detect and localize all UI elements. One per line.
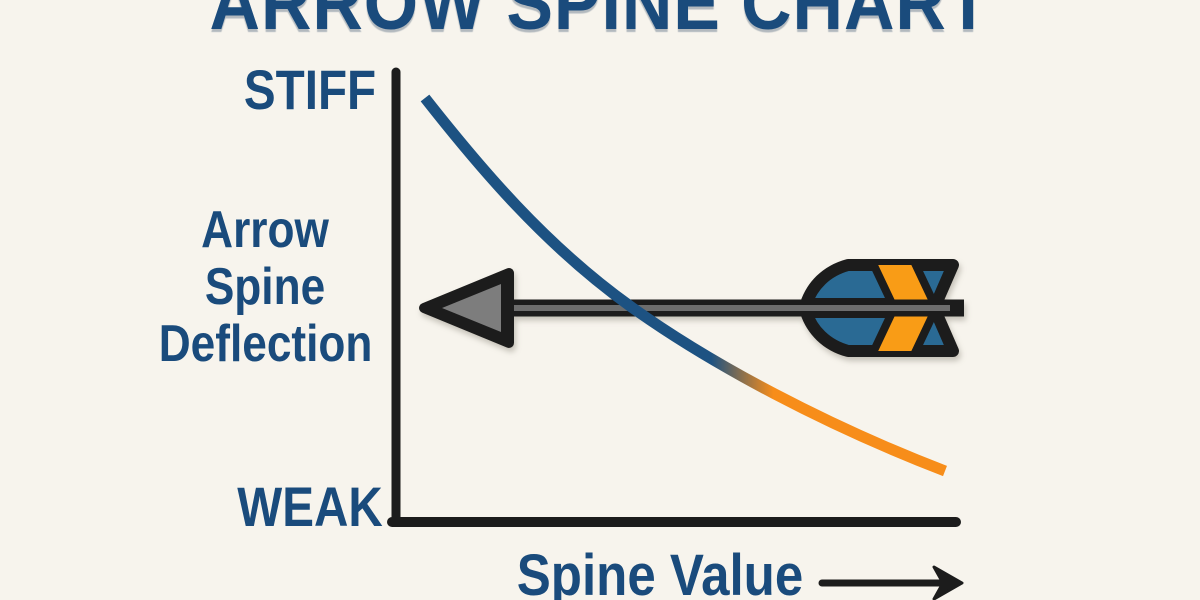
page-title: ARROW SPINE CHART xyxy=(209,0,991,46)
y-axis-title-line-3: Deflection xyxy=(158,315,373,373)
y-axis-bottom-label: WEAK xyxy=(237,475,383,538)
y-axis-title-line-1: Arrow xyxy=(201,201,329,259)
arrowhead-icon xyxy=(419,268,514,348)
spine-curve xyxy=(420,94,947,477)
x-axis-label: Spine Value xyxy=(516,543,804,600)
y-axis-title: Arrow Spine Deflection xyxy=(158,201,373,373)
y-axis-title-line-2: Spine xyxy=(204,258,326,316)
y-axis-top-label: STIFF xyxy=(243,58,377,121)
arrow-illustration xyxy=(419,259,964,357)
fletching-top xyxy=(800,259,959,310)
fletching-bottom xyxy=(800,306,959,357)
x-axis-direction-arrow xyxy=(818,565,964,600)
